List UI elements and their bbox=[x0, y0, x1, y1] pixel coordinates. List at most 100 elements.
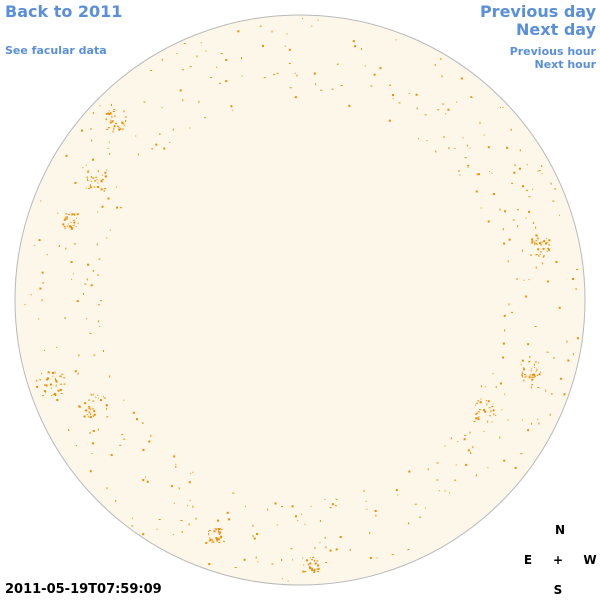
facula bbox=[121, 128, 124, 130]
facula bbox=[532, 188, 534, 190]
facula bbox=[503, 242, 506, 245]
facula bbox=[97, 397, 99, 399]
facula bbox=[104, 175, 107, 178]
facula bbox=[93, 410, 96, 413]
facula bbox=[106, 407, 108, 410]
facula bbox=[215, 537, 218, 539]
next-day-link[interactable]: Next day bbox=[516, 20, 596, 39]
facula bbox=[106, 416, 109, 418]
facula bbox=[70, 221, 72, 223]
facula bbox=[495, 386, 497, 389]
facula bbox=[523, 368, 525, 371]
facula bbox=[88, 405, 91, 407]
facula bbox=[113, 127, 115, 130]
compass-west: W bbox=[583, 553, 597, 567]
facula bbox=[111, 115, 113, 118]
facula bbox=[220, 535, 223, 537]
facula bbox=[419, 516, 422, 518]
facula bbox=[63, 377, 66, 379]
facula bbox=[92, 408, 95, 410]
facular-link[interactable]: See facular data bbox=[5, 44, 107, 57]
facula bbox=[311, 567, 313, 570]
facula bbox=[521, 371, 523, 374]
facula bbox=[559, 214, 561, 216]
facula bbox=[256, 533, 259, 535]
facula bbox=[216, 540, 218, 542]
previous-day-link[interactable]: Previous day bbox=[479, 2, 596, 21]
facula bbox=[98, 258, 101, 260]
facula bbox=[534, 361, 537, 363]
facula bbox=[63, 225, 66, 227]
facula bbox=[65, 154, 68, 157]
facula bbox=[198, 100, 200, 103]
facula bbox=[101, 174, 103, 176]
facula bbox=[479, 121, 481, 124]
timestamp: 2011-05-19T07:59:09 bbox=[5, 582, 162, 597]
facula bbox=[77, 222, 79, 224]
facula bbox=[217, 519, 219, 522]
facula bbox=[97, 186, 100, 188]
facula bbox=[335, 548, 338, 551]
facula bbox=[537, 248, 540, 251]
facula bbox=[73, 243, 76, 245]
facula bbox=[488, 407, 491, 409]
facula bbox=[317, 19, 319, 21]
facula bbox=[148, 440, 151, 443]
facula bbox=[541, 165, 543, 168]
facula bbox=[529, 374, 532, 376]
facula bbox=[418, 138, 419, 140]
facula bbox=[528, 279, 530, 281]
next-hour-link[interactable]: Next hour bbox=[534, 58, 597, 71]
facula bbox=[65, 216, 67, 219]
facula bbox=[78, 405, 81, 408]
facula bbox=[555, 261, 558, 263]
facula bbox=[110, 454, 113, 457]
back-link[interactable]: Back to 2011 bbox=[5, 2, 123, 21]
facula bbox=[389, 84, 391, 86]
facula bbox=[172, 534, 174, 536]
facula bbox=[426, 140, 428, 142]
facula bbox=[151, 148, 154, 150]
facula bbox=[532, 376, 535, 378]
previous-hour-link[interactable]: Previous hour bbox=[509, 45, 596, 58]
facula bbox=[104, 171, 107, 174]
facula bbox=[64, 317, 66, 319]
facula bbox=[313, 72, 316, 75]
facula bbox=[220, 531, 221, 534]
facula bbox=[545, 242, 547, 245]
facula bbox=[106, 128, 109, 130]
facula bbox=[288, 62, 291, 64]
facula bbox=[230, 105, 233, 108]
facula bbox=[116, 206, 119, 209]
facula bbox=[112, 130, 114, 133]
facula bbox=[531, 422, 532, 425]
facula bbox=[44, 384, 46, 386]
facula bbox=[563, 393, 566, 396]
facula bbox=[47, 377, 49, 380]
facula bbox=[135, 135, 137, 137]
facula bbox=[469, 431, 471, 434]
facula bbox=[520, 453, 523, 455]
facula bbox=[67, 214, 70, 216]
facula bbox=[528, 376, 531, 379]
facula bbox=[204, 117, 207, 119]
facula bbox=[366, 508, 368, 510]
facula bbox=[118, 127, 120, 129]
facula bbox=[74, 181, 77, 184]
facula bbox=[398, 102, 401, 104]
facula bbox=[241, 57, 242, 60]
facula bbox=[85, 164, 87, 166]
facula bbox=[100, 300, 102, 302]
facula bbox=[483, 134, 485, 136]
facula bbox=[303, 564, 305, 566]
facula bbox=[38, 318, 40, 320]
facula bbox=[86, 278, 88, 281]
facula bbox=[73, 213, 75, 216]
facula bbox=[118, 128, 121, 131]
facula bbox=[474, 413, 477, 415]
facula bbox=[87, 263, 90, 266]
facula bbox=[89, 411, 91, 413]
facula bbox=[314, 547, 316, 549]
facula bbox=[487, 420, 489, 423]
facula bbox=[142, 448, 145, 451]
